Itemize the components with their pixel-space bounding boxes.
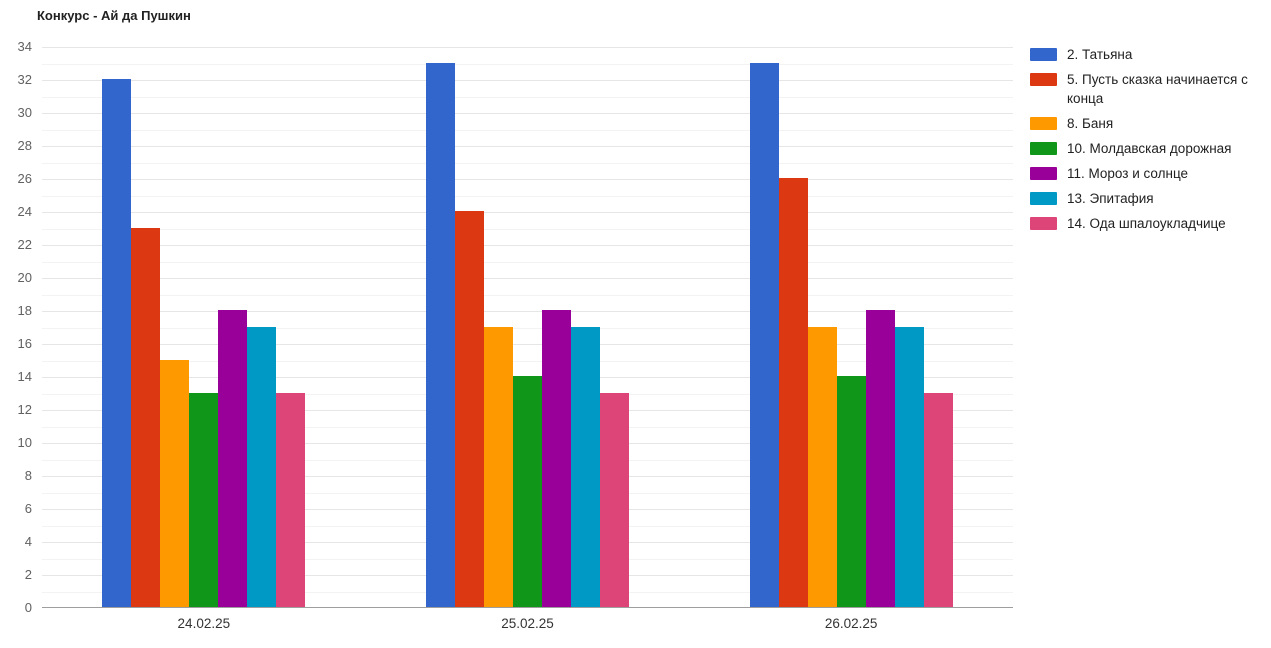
major-gridline — [42, 278, 1013, 279]
x-axis-baseline — [42, 607, 1013, 608]
minor-gridline — [42, 96, 1013, 98]
major-gridline — [42, 80, 1013, 81]
bar-26.02.25-series-4[interactable] — [865, 310, 895, 607]
y-tick-label: 20 — [17, 270, 32, 285]
chart-title: Конкурс - Ай да Пушкин — [37, 8, 191, 23]
bar-26.02.25-series-5[interactable] — [894, 326, 924, 607]
bar-24.02.25-series-6[interactable] — [276, 392, 306, 607]
legend-swatch-icon — [1030, 48, 1057, 61]
legend-item-1[interactable]: 5. Пусть сказка начинается с конца — [1030, 70, 1265, 108]
legend-label: 14. Ода шпалоукладчице — [1067, 216, 1226, 231]
bar-25.02.25-series-1[interactable] — [455, 211, 484, 607]
minor-gridline — [42, 360, 1013, 362]
legend-swatch-icon — [1030, 142, 1057, 155]
x-tick-label: 26.02.25 — [824, 616, 878, 631]
y-tick-label: 8 — [24, 468, 32, 483]
legend-label: 5. Пусть сказка начинается с конца — [1067, 72, 1248, 106]
y-tick-label: 18 — [17, 303, 32, 318]
legend: 2. Татьяна 5. Пусть сказка начинается с к… — [1030, 45, 1265, 239]
major-gridline — [42, 311, 1013, 312]
major-gridline — [42, 212, 1013, 213]
bar-25.02.25-series-4[interactable] — [542, 310, 571, 607]
minor-gridline — [42, 327, 1013, 329]
minor-gridline — [42, 228, 1013, 230]
major-gridline — [42, 344, 1013, 345]
bar-26.02.25-series-2[interactable] — [807, 326, 837, 607]
legend-item-4[interactable]: 11. Мороз и солнце — [1030, 164, 1265, 183]
legend-swatch-icon — [1030, 192, 1057, 205]
y-tick-label: 10 — [17, 435, 32, 450]
y-tick-label: 0 — [24, 600, 32, 615]
major-gridline — [42, 179, 1013, 180]
legend-label: 8. Баня — [1067, 116, 1114, 131]
bar-26.02.25-series-3[interactable] — [836, 376, 866, 607]
x-axis: 24.02.25 25.02.25 26.02.25 — [42, 615, 1013, 635]
x-tick-label: 25.02.25 — [501, 616, 554, 631]
legend-label: 2. Татьяна — [1067, 47, 1133, 62]
bar-25.02.25-series-0[interactable] — [426, 62, 455, 607]
legend-swatch-icon — [1030, 117, 1057, 130]
minor-gridline — [42, 129, 1013, 131]
minor-gridline — [42, 261, 1013, 263]
legend-swatch-icon — [1030, 167, 1057, 180]
legend-item-2[interactable]: 8. Баня — [1030, 114, 1265, 133]
legend-item-5[interactable]: 13. Эпитафия — [1030, 189, 1265, 208]
bar-24.02.25-series-1[interactable] — [131, 227, 161, 607]
bar-25.02.25-series-2[interactable] — [484, 326, 513, 607]
y-tick-label: 32 — [17, 72, 32, 87]
minor-gridline — [42, 162, 1013, 164]
legend-item-3[interactable]: 10. Молдавская дорожная — [1030, 139, 1265, 158]
y-tick-label: 22 — [17, 237, 32, 252]
minor-gridline — [42, 195, 1013, 197]
major-gridline — [42, 245, 1013, 246]
major-gridline — [42, 146, 1013, 147]
y-tick-label: 12 — [17, 402, 32, 417]
y-tick-label: 26 — [17, 171, 32, 186]
legend-item-6[interactable]: 14. Ода шпалоукладчице — [1030, 214, 1265, 233]
bar-24.02.25-series-2[interactable] — [160, 359, 190, 607]
y-tick-label: 6 — [24, 501, 32, 516]
bar-26.02.25-series-0[interactable] — [749, 62, 779, 607]
y-tick-label: 4 — [24, 534, 32, 549]
y-tick-label: 34 — [17, 39, 32, 54]
legend-item-0[interactable]: 2. Татьяна — [1030, 45, 1265, 64]
y-tick-label: 2 — [24, 567, 32, 582]
major-gridline — [42, 113, 1013, 114]
legend-label: 13. Эпитафия — [1067, 191, 1154, 206]
legend-label: 10. Молдавская дорожная — [1067, 141, 1232, 156]
bar-24.02.25-series-3[interactable] — [189, 392, 219, 607]
x-tick-label: 24.02.25 — [177, 616, 231, 631]
y-tick-label: 28 — [17, 138, 32, 153]
legend-label: 11. Мороз и солнце — [1067, 166, 1189, 181]
y-tick-label: 14 — [17, 369, 32, 384]
y-tick-label: 30 — [17, 105, 32, 120]
legend-swatch-icon — [1030, 217, 1057, 230]
plot-area — [42, 47, 1013, 608]
bar-26.02.25-series-1[interactable] — [778, 178, 808, 607]
bar-25.02.25-series-6[interactable] — [600, 392, 629, 607]
bar-24.02.25-series-5[interactable] — [247, 326, 277, 607]
minor-gridline — [42, 63, 1013, 65]
major-gridline — [42, 47, 1013, 48]
y-tick-label: 16 — [17, 336, 32, 351]
bar-24.02.25-series-0[interactable] — [102, 79, 132, 607]
y-axis: 0 2 4 6 8 10 12 14 16 18 20 22 24 26 28 30 32 34 — [0, 39, 32, 615]
minor-gridline — [42, 294, 1013, 296]
y-tick-label: 24 — [17, 204, 32, 219]
bar-24.02.25-series-4[interactable] — [218, 310, 248, 607]
bar-25.02.25-series-5[interactable] — [571, 326, 600, 607]
bar-26.02.25-series-6[interactable] — [923, 392, 953, 607]
bar-25.02.25-series-3[interactable] — [513, 376, 542, 607]
legend-swatch-icon — [1030, 73, 1057, 86]
